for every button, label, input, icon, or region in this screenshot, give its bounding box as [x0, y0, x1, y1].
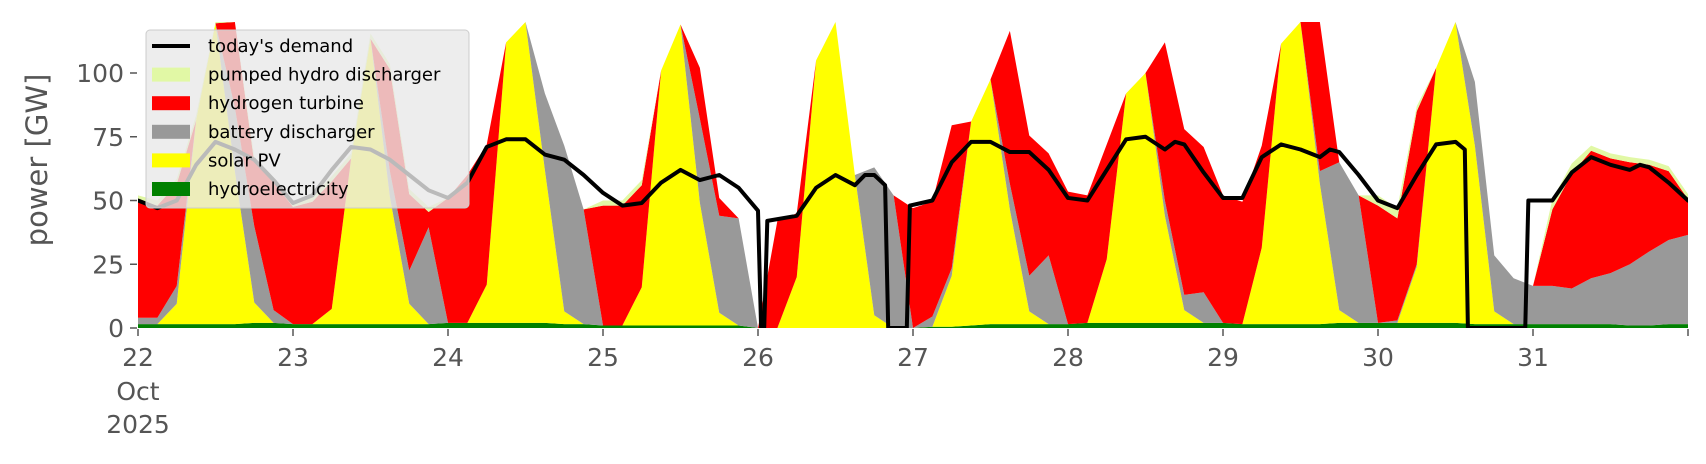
- x-tick-label-27: 27: [897, 343, 929, 372]
- legend-box: [145, 29, 470, 209]
- legend-swatch-hydrogen-turbine: [152, 96, 190, 111]
- y-tick-label-50: 50: [92, 187, 124, 216]
- legend-label-solar-pv: solar PV: [208, 150, 281, 171]
- x-tick-label-26: 26: [742, 343, 774, 372]
- area-battery-discharger: [138, 22, 1688, 328]
- x-tick-label-23: 23: [277, 343, 309, 372]
- x-tick-label-28: 28: [1052, 343, 1084, 372]
- y-axis: 0 25 50 75 100: [76, 59, 137, 343]
- y-tick-label-100: 100: [76, 59, 124, 88]
- y-tick-label-25: 25: [92, 250, 124, 279]
- legend-label-hydrogen-turbine: hydrogen turbine: [208, 93, 364, 114]
- y-tick-label-75: 75: [92, 123, 124, 152]
- legend-swatch-pumped-hydro-discharger: [152, 67, 190, 82]
- x-tick-label-31: 31: [1517, 343, 1549, 372]
- legend-swatch-hydroelectricity: [152, 182, 190, 196]
- area-hydrogen-turbine: [138, 22, 1688, 328]
- x-tick-label-22: 22: [122, 343, 154, 372]
- x-tick-sublabel-2025: 2025: [106, 410, 170, 439]
- x-tick-label-24: 24: [432, 343, 464, 372]
- legend-label-pumped-hydro-discharger: pumped hydro discharger: [208, 65, 441, 86]
- legend: today's demand pumped hydro discharger hyd…: [145, 29, 470, 209]
- legend-swatch-battery-discharger: [152, 124, 190, 139]
- stacked-areas: [138, 22, 1688, 328]
- x-tick-label-25: 25: [587, 343, 619, 372]
- legend-label-today-s-demand: today's demand: [208, 36, 353, 57]
- legend-swatch-solar-pv: [152, 153, 190, 168]
- x-axis: 22 23 24 25 26 27 28 29 30 31 Oct 2025: [106, 329, 1689, 439]
- x-tick-label-30: 30: [1362, 343, 1394, 372]
- y-axis-label: power [GW]: [20, 74, 54, 247]
- area-solar-pv: [138, 22, 1688, 328]
- x-tick-sublabel-oct: Oct: [116, 377, 159, 406]
- legend-label-battery-discharger: battery discharger: [208, 122, 375, 143]
- x-tick-label-29: 29: [1207, 343, 1239, 372]
- y-tick-label-0: 0: [108, 314, 124, 343]
- legend-label-hydroelectricity: hydroelectricity: [208, 179, 349, 200]
